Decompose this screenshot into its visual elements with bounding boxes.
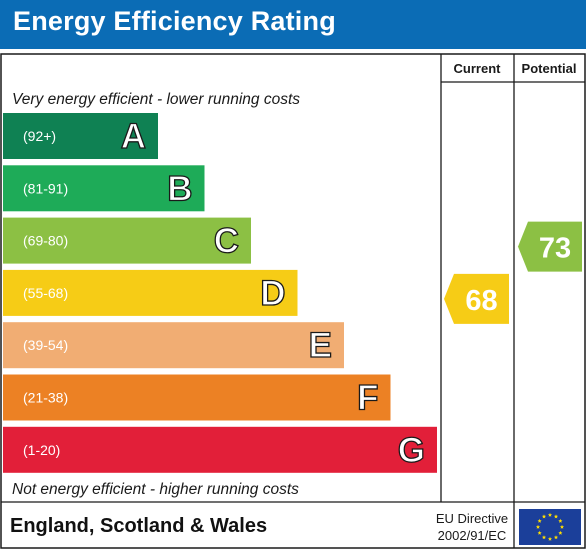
band-bar-d <box>3 269 298 316</box>
band-f: (21-38) F <box>3 374 391 421</box>
eu-star <box>559 524 565 529</box>
eu-flag <box>519 509 581 545</box>
band-range-b: (81-91) <box>23 180 68 196</box>
band-range-a: (92+) <box>23 128 56 144</box>
band-c: (69-80) C <box>3 217 251 264</box>
band-letter-e: E <box>309 326 332 365</box>
eu-star <box>537 518 542 523</box>
band-letter-b: B <box>167 169 192 208</box>
band-a: (92+) A <box>3 113 158 159</box>
band-b: (81-91) B <box>3 165 205 212</box>
band-range-d: (55-68) <box>23 285 68 301</box>
band-range-f: (21-38) <box>23 390 68 406</box>
current-header: Current <box>454 61 502 76</box>
potential-rating-arrow: 73 <box>518 221 582 272</box>
band-d: (55-68) D <box>3 269 298 316</box>
bottom-note: Not energy efficient - higher running co… <box>12 481 299 498</box>
eu-star <box>541 535 547 540</box>
current-rating-arrow: 68 <box>444 273 509 324</box>
eu-star <box>558 518 563 523</box>
band-bar-f <box>3 374 391 421</box>
band-range-e: (39-54) <box>23 337 68 353</box>
band-range-g: (1-20) <box>23 442 60 458</box>
band-bar-c <box>3 217 251 264</box>
eu-star <box>547 512 553 517</box>
rating-arrows: 68 73 <box>444 221 582 324</box>
band-bar-b <box>3 165 205 212</box>
top-note: Very energy efficient - lower running co… <box>12 91 300 108</box>
eu-flag-stars <box>535 512 565 541</box>
rating-bands: (92+) A (81-91) B (69-80) C (55-68) D (39-54) E (2… <box>3 113 437 473</box>
eu-star <box>547 536 553 541</box>
eu-star <box>553 535 559 540</box>
potential-header: Potential <box>522 61 577 76</box>
country-label: England, Scotland & Wales <box>10 515 267 537</box>
band-letter-f: F <box>357 379 378 418</box>
eu-star <box>537 530 542 535</box>
potential-rating-arrow-value: 73 <box>539 233 571 265</box>
eu-star <box>553 514 559 519</box>
chart-frame <box>0 53 586 549</box>
band-letter-a: A <box>121 117 146 156</box>
chart-title: Energy Efficiency Rating <box>13 6 336 36</box>
band-letter-g: G <box>398 431 425 470</box>
eu-directive-label: EU Directive <box>436 511 508 526</box>
band-g: (1-20) G <box>3 426 437 473</box>
eu-star <box>541 514 547 519</box>
band-letter-d: D <box>260 274 285 313</box>
band-e: (39-54) E <box>3 322 344 369</box>
title-bar: Energy Efficiency Rating <box>0 0 586 49</box>
band-bar-a <box>3 113 158 159</box>
eu-star <box>535 524 541 529</box>
current-rating-arrow-shape <box>444 273 509 324</box>
band-letter-c: C <box>214 222 239 261</box>
band-bar-g <box>3 426 437 473</box>
eu-directive-number: 2002/91/EC <box>438 528 507 543</box>
band-bar-e <box>3 322 344 369</box>
eu-star <box>558 530 563 535</box>
current-rating-arrow-value: 68 <box>465 285 497 317</box>
band-range-c: (69-80) <box>23 233 68 249</box>
potential-rating-arrow-shape <box>518 221 582 272</box>
